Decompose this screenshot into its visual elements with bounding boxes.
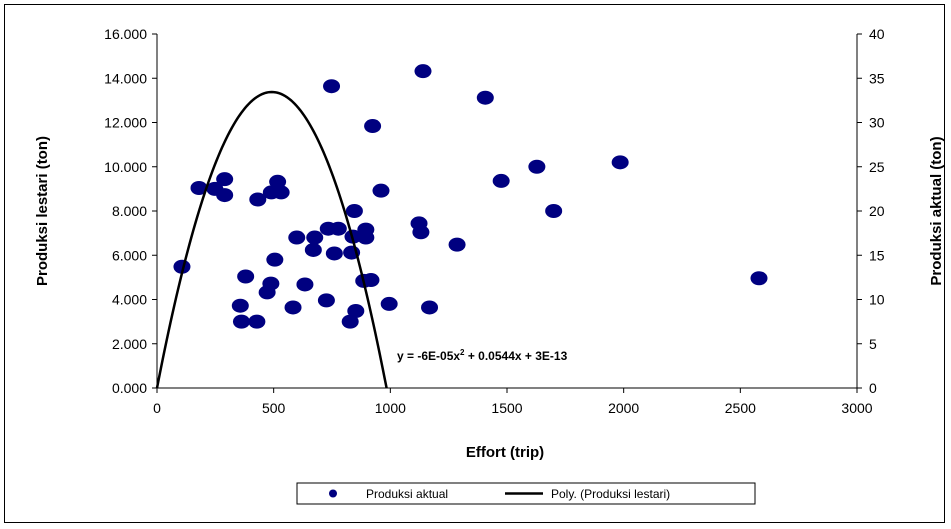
y-left-tick-label: 16.000: [104, 26, 147, 42]
equation-tail: + 0.0544x + 3E-13: [465, 349, 568, 363]
data-point: [232, 314, 250, 329]
x-axis-title: Effort (trip): [466, 444, 544, 461]
data-point: [216, 172, 234, 187]
y-right-tick-label: 10: [869, 292, 885, 308]
y-right-tick-label: 40: [869, 26, 885, 42]
data-point: [304, 242, 322, 257]
legend-line-label: Poly. (Produksi lestari): [551, 487, 670, 501]
chart-svg: 0 500 1000 1500 2000 2500 3000 0.000 2.000 4.000 6…: [34, 26, 945, 505]
data-point: [750, 271, 768, 286]
x-tick-label: 2500: [725, 400, 756, 416]
legend: Produksi aktual Poly. (Produksi lestari): [296, 482, 756, 505]
y-right-tick-label: 5: [869, 336, 877, 352]
y-right-axis-title: Produksi aktual (ton): [928, 136, 945, 285]
data-point: [492, 173, 510, 188]
x-tick-label: 500: [262, 400, 286, 416]
data-point: [323, 79, 341, 94]
data-point: [476, 90, 494, 105]
data-point: [231, 298, 249, 313]
data-point: [216, 188, 234, 203]
x-tick-label: 1000: [375, 400, 406, 416]
data-point: [306, 230, 324, 245]
data-point: [329, 221, 347, 236]
data-point: [448, 237, 466, 252]
data-point: [288, 230, 306, 245]
data-point: [249, 192, 267, 207]
y-right-tick-label: 25: [869, 159, 885, 175]
data-point: [266, 252, 284, 267]
y-left-tick-label: 6.000: [112, 247, 147, 263]
data-point: [248, 314, 266, 329]
data-point: [190, 180, 208, 195]
chart-frame: 0 500 1000 1500 2000 2500 3000 0.000 2.000 4.000 6…: [4, 4, 945, 523]
legend-scatter-marker: [329, 489, 337, 498]
data-point: [237, 269, 255, 284]
data-point: [414, 64, 432, 79]
y-left-tick-label: 12.000: [104, 115, 147, 131]
y-left-tick-label: 2.000: [112, 336, 147, 352]
data-point: [372, 183, 390, 198]
data-point: [262, 276, 280, 291]
x-tick-label: 2000: [608, 400, 639, 416]
trendline-curve: [155, 90, 388, 389]
data-point: [380, 296, 398, 311]
y-left-tick-label: 4.000: [112, 292, 147, 308]
trendline-equation: y = -6E-05x2 + 0.0544x + 3E-13: [397, 348, 568, 363]
data-point: [528, 159, 546, 174]
y-left-tick-label: 8.000: [112, 203, 147, 219]
y-right-tick-label: 15: [869, 247, 885, 263]
y-left-tick-label: 10.000: [104, 159, 147, 175]
data-point: [296, 277, 314, 292]
plot-area: 0 500 1000 1500 2000 2500 3000 0.000 2.000 4.000 6…: [104, 26, 885, 416]
y-left-tick-label: 0.000: [112, 380, 147, 396]
data-point: [412, 225, 430, 240]
x-tick-label: 3000: [841, 400, 872, 416]
data-point: [364, 119, 382, 134]
equation-exponent: 2: [460, 348, 465, 357]
data-point: [611, 155, 629, 170]
data-point: [173, 259, 191, 274]
y-right-tick-label: 20: [869, 203, 885, 219]
legend-scatter-label: Produksi aktual: [366, 487, 448, 501]
y-right-tick-label: 35: [869, 70, 885, 86]
data-point: [269, 174, 287, 189]
data-point: [545, 204, 563, 218]
x-tick-label: 1500: [491, 400, 522, 416]
data-point: [357, 222, 375, 237]
equation-main: y = -6E-05x: [397, 349, 460, 363]
data-point: [362, 273, 380, 288]
data-point: [347, 304, 365, 319]
y-left-axis-title: Produksi lestari (ton): [34, 136, 51, 286]
y-right-tick-label: 30: [869, 115, 885, 131]
x-tick-label: 0: [153, 400, 161, 416]
data-point: [345, 204, 363, 218]
y-left-tick-label: 14.000: [104, 70, 147, 86]
y-right-tick-label: 0: [869, 380, 877, 396]
data-point: [325, 246, 343, 261]
data-point: [341, 314, 359, 329]
data-point: [421, 300, 439, 315]
data-point: [317, 293, 335, 308]
data-point: [284, 300, 302, 315]
data-point: [272, 185, 290, 200]
